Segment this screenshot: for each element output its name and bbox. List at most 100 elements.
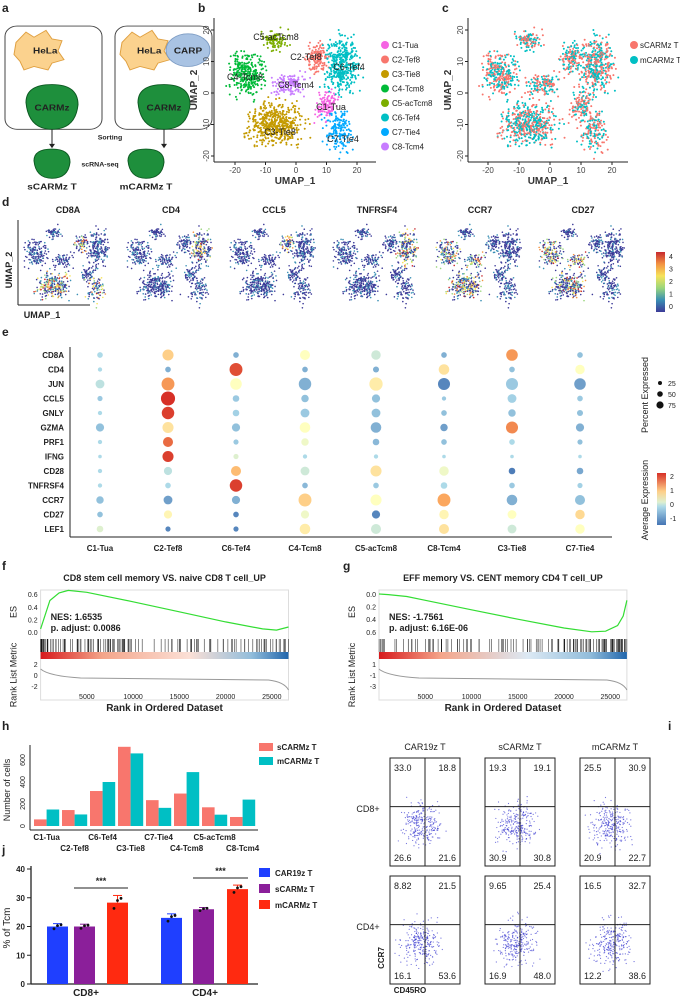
- umap-point: [241, 61, 244, 64]
- cluster-label: C8-Tcm4: [278, 80, 314, 90]
- umap-point: [536, 88, 539, 91]
- umap-point: [263, 100, 266, 103]
- umap-point: [507, 110, 510, 113]
- umap-point: [276, 42, 279, 45]
- feature-point: [93, 249, 96, 252]
- feature-point: [85, 277, 88, 279]
- umap-point: [600, 78, 603, 81]
- umap-point: [587, 132, 590, 135]
- umap-point: [272, 121, 275, 124]
- umap-point: [249, 91, 252, 94]
- feature-point: [50, 277, 52, 280]
- feature-point: [87, 255, 90, 257]
- umap-point: [533, 112, 536, 115]
- umap-point: [525, 40, 528, 43]
- umap-point: [268, 118, 271, 121]
- umap-point: [286, 138, 289, 141]
- umap-point: [328, 66, 331, 69]
- umap-point: [585, 80, 588, 83]
- umap-point: [329, 120, 332, 123]
- umap-point: [348, 84, 351, 87]
- umap-point: [517, 84, 520, 87]
- feature-point: [55, 278, 58, 281]
- umap-point: [583, 66, 586, 69]
- feature-point: [49, 282, 52, 284]
- umap-point: [594, 80, 597, 83]
- umap-point: [545, 102, 548, 105]
- feature-point: [92, 235, 94, 237]
- umap-point: [571, 63, 574, 66]
- feature-point: [64, 290, 66, 292]
- umap-point: [254, 83, 257, 86]
- umap-point: [270, 111, 273, 114]
- umap-point: [267, 96, 270, 99]
- umap-point: [553, 69, 556, 72]
- umap-point: [576, 127, 579, 130]
- umap-point: [345, 129, 348, 132]
- umap-point: [607, 33, 610, 36]
- umap-point: [556, 88, 559, 91]
- umap-point: [228, 68, 231, 71]
- umap-point: [578, 85, 581, 88]
- umap-point: [330, 114, 333, 117]
- umap-point: [490, 62, 493, 65]
- umap-point: [547, 119, 550, 122]
- umap-point: [598, 110, 601, 113]
- umap-point: [304, 70, 307, 73]
- feature-point: [31, 238, 33, 241]
- umap-point: [571, 70, 574, 73]
- umap-point: [321, 68, 324, 71]
- umap-point: [563, 63, 566, 66]
- feature-point: [93, 255, 96, 257]
- umap-point: [523, 30, 526, 33]
- umap-point: [600, 66, 603, 69]
- panel-label-e: e: [2, 325, 9, 339]
- umap-point: [600, 81, 603, 84]
- umap-point: [298, 69, 301, 72]
- umap-point: [235, 83, 238, 86]
- umap-point: [602, 69, 605, 72]
- umap-point: [578, 110, 581, 113]
- umap-point: [353, 54, 356, 57]
- umap-point: [293, 111, 296, 114]
- umap-point: [345, 49, 348, 52]
- umap-point: [326, 71, 329, 74]
- umap-point: [507, 83, 510, 86]
- feature-point: [66, 277, 68, 280]
- umap-point: [495, 70, 498, 73]
- umap-point: [507, 112, 510, 115]
- umap-point: [514, 141, 517, 144]
- cluster-label: C5-acTcm8: [253, 32, 299, 42]
- feature-point: [52, 238, 54, 240]
- umap-point: [326, 104, 329, 107]
- umap-point: [290, 143, 293, 146]
- umap-point: [237, 62, 240, 65]
- umap-point: [489, 54, 492, 57]
- umap-point: [281, 139, 284, 142]
- umap-point: [603, 123, 606, 126]
- umap-point: [235, 98, 238, 101]
- umap-point: [541, 111, 544, 114]
- umap-point: [567, 63, 570, 66]
- umap-point: [353, 81, 356, 84]
- umap-point: [334, 43, 337, 46]
- umap-point: [345, 51, 348, 54]
- umap-point: [330, 51, 333, 54]
- feature-point: [82, 264, 84, 267]
- umap-point: [489, 67, 492, 70]
- umap-point: [497, 72, 500, 75]
- umap-point: [518, 106, 521, 109]
- umap-point: [283, 75, 286, 78]
- feature-point: [104, 265, 107, 268]
- umap-point: [334, 56, 337, 59]
- feature-point: [188, 275, 190, 278]
- umap-point: [572, 91, 575, 94]
- umap-point: [255, 91, 258, 94]
- umap-point: [505, 116, 508, 119]
- umap-point: [354, 53, 357, 56]
- legend-label: C6-Tef4: [392, 114, 421, 123]
- umap-point: [539, 115, 542, 118]
- umap-point: [525, 81, 528, 84]
- umap-point: [323, 83, 326, 86]
